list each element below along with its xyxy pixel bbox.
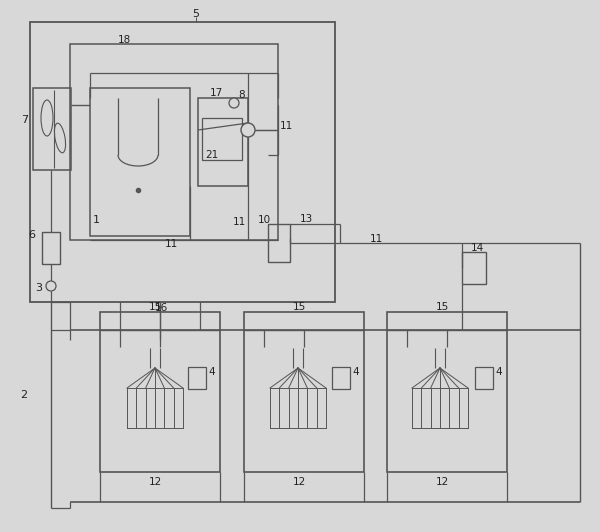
Text: 6: 6 (28, 230, 35, 240)
Bar (33, 88, 71, 170)
Bar (70, 44, 278, 240)
Bar (42, 232, 60, 264)
Text: 12: 12 (148, 477, 161, 487)
Text: 16: 16 (155, 303, 168, 313)
Bar (202, 118, 242, 160)
Text: 17: 17 (210, 88, 223, 98)
Text: 3: 3 (35, 283, 42, 293)
Bar (244, 312, 364, 472)
Bar (188, 367, 206, 389)
Bar (332, 367, 350, 389)
Bar (100, 312, 220, 472)
Bar (90, 88, 190, 236)
Text: 15: 15 (148, 302, 161, 312)
Text: 15: 15 (292, 302, 305, 312)
Text: 4: 4 (208, 367, 215, 377)
Text: 15: 15 (436, 302, 449, 312)
Bar (268, 224, 290, 262)
Text: 5: 5 (193, 9, 199, 19)
Text: 4: 4 (352, 367, 359, 377)
Bar (30, 22, 335, 302)
Text: 11: 11 (370, 234, 383, 244)
Circle shape (241, 123, 255, 137)
Circle shape (229, 98, 239, 108)
Text: 12: 12 (436, 477, 449, 487)
Text: 11: 11 (165, 239, 178, 249)
Text: 8: 8 (238, 90, 245, 100)
Text: 18: 18 (118, 35, 131, 45)
Text: 13: 13 (300, 214, 313, 224)
Bar (475, 367, 493, 389)
Text: 12: 12 (292, 477, 305, 487)
Bar (462, 252, 486, 284)
Circle shape (46, 281, 56, 291)
Text: 2: 2 (20, 390, 27, 400)
Text: 4: 4 (495, 367, 502, 377)
Bar (387, 312, 507, 472)
Text: 11: 11 (280, 121, 293, 131)
Text: 11: 11 (233, 217, 246, 227)
Text: 7: 7 (21, 115, 28, 125)
Text: 21: 21 (205, 150, 218, 160)
Text: 10: 10 (258, 215, 271, 225)
Text: 1: 1 (93, 215, 100, 225)
Bar (198, 98, 248, 186)
Text: 14: 14 (471, 243, 484, 253)
